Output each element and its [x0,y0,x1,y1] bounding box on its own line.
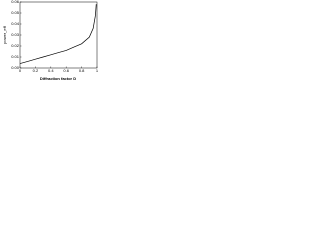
x-axis-label: Diffraction factor D [40,76,76,81]
page: {"chart_data": {"type": "line", "x_label… [0,0,320,83]
chart: Diffraction factor D power_eff 0.00 0.01 0… [2,0,99,81]
y-tick-label: 0.06 [11,0,20,4]
y-tick-label: 0.03 [11,32,20,37]
x-tick-label: 0.4 [48,68,54,73]
y-tick-label: 0.04 [11,21,20,26]
x-tick-label: 0.6 [63,68,69,73]
x-tick-label: 1 [96,68,99,73]
x-tick-label: 0.2 [33,68,39,73]
line-series [19,4,97,64]
y-tick-label: 0.01 [11,54,20,59]
plot-frame [19,1,98,69]
x-tick-label: 0.8 [79,68,85,73]
y-axis-label: power_eff [2,25,7,43]
y-tick-label: 0.05 [11,10,20,15]
x-tick-label: 0 [19,68,22,73]
y-tick-label: 0.02 [11,43,20,48]
y-tick-label: 0.00 [11,65,20,70]
